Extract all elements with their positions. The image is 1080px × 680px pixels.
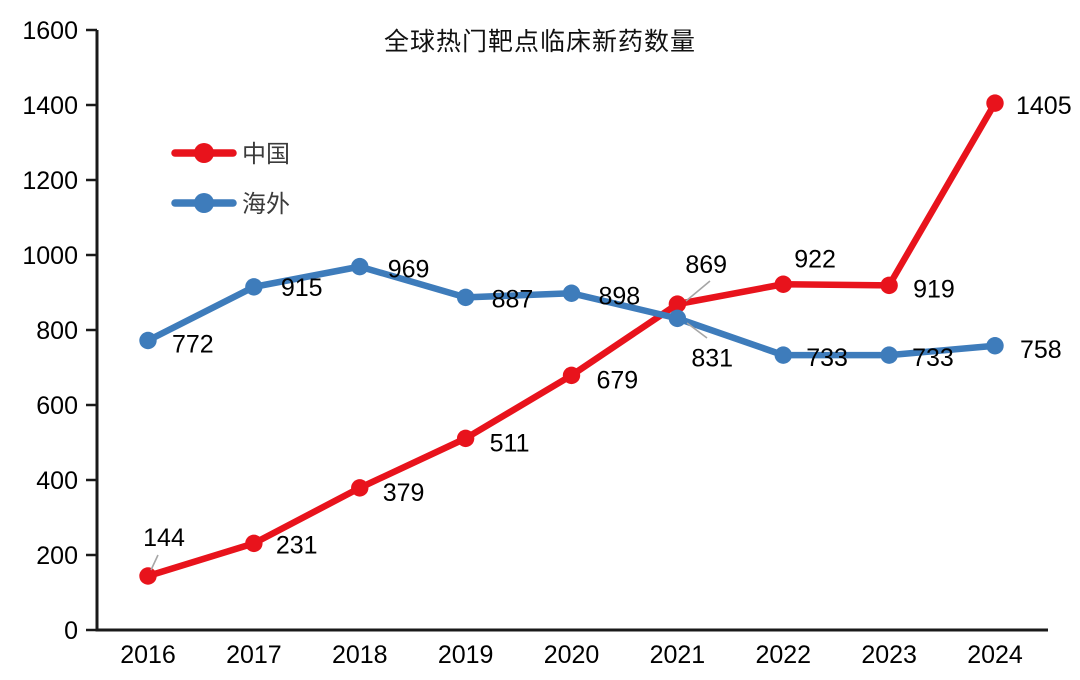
label-leader-line bbox=[150, 554, 159, 571]
x-tick-label: 2022 bbox=[755, 641, 811, 669]
data-point-china bbox=[351, 479, 369, 497]
data-label-overseas: 758 bbox=[1020, 336, 1062, 364]
y-tick-label: 1400 bbox=[22, 92, 78, 120]
legend-label-overseas: 海外 bbox=[242, 191, 290, 218]
chart-title: 全球热门靶点临床新药数量 bbox=[384, 28, 696, 56]
data-point-china bbox=[562, 366, 581, 385]
series-overseas bbox=[139, 257, 1004, 364]
data-label-china: 231 bbox=[276, 531, 318, 559]
y-tick-label: 0 bbox=[64, 617, 78, 645]
data-label-china: 379 bbox=[383, 479, 425, 507]
label-leader-line bbox=[685, 280, 711, 302]
data-label-china: 919 bbox=[913, 275, 955, 303]
x-tick-label: 2017 bbox=[226, 641, 282, 669]
data-labels: 144 231 379 511 679 869 922 919 1405 772 915 969 887… bbox=[143, 92, 1071, 559]
data-point-overseas bbox=[774, 346, 792, 364]
legend-sample-china bbox=[171, 143, 237, 163]
label-leader-line bbox=[686, 322, 708, 339]
data-label-china: 511 bbox=[490, 429, 530, 457]
y-tick-label: 1000 bbox=[22, 242, 78, 270]
x-tick-label: 2020 bbox=[544, 641, 600, 669]
legend-label-china: 中国 bbox=[242, 141, 290, 168]
x-tick-label: 2016 bbox=[120, 641, 176, 669]
x-tick-label: 2019 bbox=[438, 641, 494, 669]
legend-marker bbox=[194, 193, 214, 213]
data-point-overseas bbox=[351, 257, 369, 276]
data-label-overseas: 733 bbox=[806, 344, 848, 372]
legend-sample-overseas bbox=[171, 193, 237, 213]
data-point-overseas bbox=[456, 288, 475, 307]
data-label-china: 869 bbox=[685, 251, 727, 279]
y-tick-label: 800 bbox=[36, 317, 78, 345]
x-tick-label: 2021 bbox=[650, 641, 706, 669]
data-label-overseas: 831 bbox=[691, 344, 733, 372]
data-point-overseas bbox=[562, 284, 581, 302]
data-label-overseas: 915 bbox=[281, 274, 323, 302]
legend: 中国 海外 bbox=[171, 141, 290, 218]
data-point-china bbox=[774, 275, 792, 293]
series-line-china bbox=[144, 99, 999, 580]
data-label-overseas: 887 bbox=[492, 285, 534, 313]
y-tick-label: 200 bbox=[36, 542, 78, 570]
data-label-china: 922 bbox=[794, 245, 836, 273]
data-point-overseas bbox=[880, 346, 898, 364]
y-tick-label: 400 bbox=[36, 467, 78, 495]
series-china bbox=[139, 94, 1004, 585]
data-point-china bbox=[986, 94, 1004, 112]
y-tick-label: 600 bbox=[36, 392, 78, 420]
x-tick-label: 2024 bbox=[967, 641, 1023, 669]
leader-lines bbox=[150, 280, 711, 571]
y-tick-label: 1200 bbox=[22, 167, 78, 195]
data-point-china bbox=[245, 534, 263, 553]
data-point-china bbox=[456, 429, 475, 448]
x-tick-label: 2023 bbox=[861, 641, 917, 669]
plot-area: 0 200 400 600 800 1000 1200 1400 1600 2016 2017 201… bbox=[22, 17, 1071, 669]
data-point-overseas bbox=[668, 309, 687, 328]
axes: 0 200 400 600 800 1000 1200 1400 1600 2016 2017 201… bbox=[22, 17, 1048, 669]
data-label-overseas: 898 bbox=[599, 282, 641, 310]
x-tick-label: 2018 bbox=[332, 641, 388, 669]
data-point-china bbox=[139, 567, 157, 585]
data-label-china: 679 bbox=[597, 366, 639, 394]
data-label-overseas: 772 bbox=[172, 331, 214, 359]
data-point-overseas bbox=[245, 278, 263, 296]
series-line-overseas bbox=[144, 263, 999, 359]
data-point-china bbox=[880, 276, 898, 295]
data-point-overseas bbox=[139, 331, 157, 350]
data-point-china bbox=[668, 295, 687, 313]
legend-marker bbox=[194, 143, 214, 163]
data-label-overseas: 733 bbox=[912, 344, 954, 372]
data-point-overseas bbox=[986, 337, 1004, 355]
data-label-overseas: 969 bbox=[388, 256, 430, 284]
y-tick-label: 1600 bbox=[22, 17, 78, 45]
data-label-china: 1405 bbox=[1016, 92, 1072, 120]
data-label-china: 144 bbox=[143, 524, 185, 552]
